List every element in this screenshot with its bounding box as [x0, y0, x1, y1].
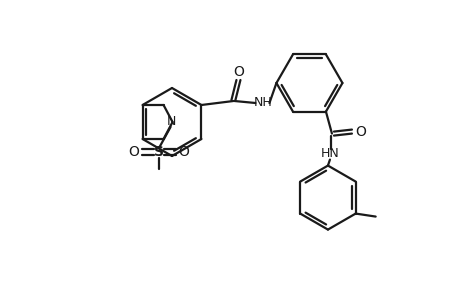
- Text: O: O: [233, 65, 243, 79]
- Text: O: O: [178, 145, 189, 159]
- Text: NH: NH: [253, 95, 272, 109]
- Text: N: N: [167, 115, 176, 128]
- Text: O: O: [128, 145, 139, 159]
- Text: O: O: [355, 124, 365, 139]
- Text: S: S: [153, 145, 163, 159]
- Text: HN: HN: [320, 147, 339, 160]
